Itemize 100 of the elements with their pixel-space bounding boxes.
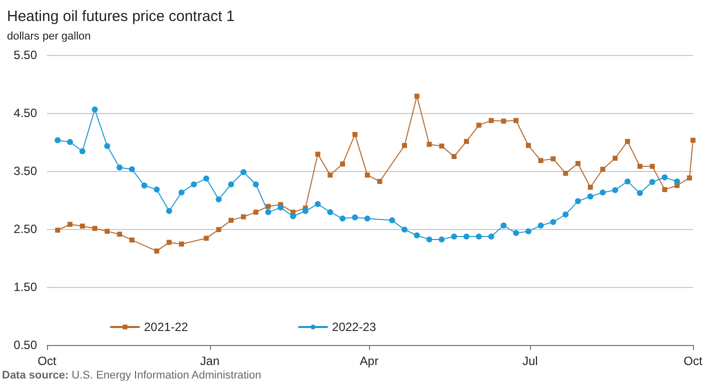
point <box>216 196 222 202</box>
point <box>141 182 148 188</box>
point <box>104 228 110 234</box>
point <box>637 164 642 169</box>
x-tick-label: Oct <box>684 354 703 368</box>
point <box>92 226 98 231</box>
point <box>574 198 581 204</box>
point <box>690 138 696 143</box>
point <box>686 175 692 180</box>
point <box>290 213 296 220</box>
point <box>265 209 272 216</box>
point <box>650 164 655 169</box>
point <box>340 216 346 222</box>
point <box>154 248 160 254</box>
point <box>674 178 680 184</box>
point <box>252 181 259 188</box>
point <box>662 187 668 192</box>
chart-title: Heating oil futures price contract 1 <box>7 8 235 25</box>
legend-label: 2021-22 <box>144 320 188 334</box>
point <box>588 184 593 190</box>
point <box>414 232 420 238</box>
point <box>278 204 284 211</box>
point <box>513 230 520 236</box>
point <box>190 181 197 188</box>
point <box>364 172 370 178</box>
point <box>92 106 98 113</box>
point <box>625 138 630 144</box>
point <box>414 94 420 99</box>
point <box>328 172 333 178</box>
point <box>426 142 432 147</box>
point <box>154 186 160 193</box>
point <box>587 194 594 200</box>
point <box>204 236 209 241</box>
point <box>203 176 210 182</box>
x-tick-label: Jul <box>522 354 538 368</box>
point <box>166 240 172 245</box>
point <box>488 234 494 240</box>
point <box>116 164 123 171</box>
point <box>302 208 308 214</box>
point <box>128 166 135 172</box>
y-tick-label: 4.50 <box>14 106 38 120</box>
point <box>55 228 60 233</box>
point <box>228 218 234 223</box>
point <box>352 214 358 220</box>
point <box>377 178 382 184</box>
point <box>352 132 358 137</box>
x-tick-label: Oct <box>38 354 57 368</box>
point <box>575 160 580 166</box>
point <box>67 139 74 145</box>
y-tick-label: 0.50 <box>14 338 38 352</box>
point <box>79 148 86 154</box>
point <box>439 144 444 149</box>
point <box>438 236 445 242</box>
point <box>600 166 606 172</box>
point <box>538 158 544 164</box>
point <box>514 118 519 124</box>
point <box>662 174 668 180</box>
point <box>327 209 334 216</box>
point <box>340 162 346 167</box>
point <box>253 210 258 215</box>
x-tick-label: Apr <box>360 354 378 368</box>
point <box>402 142 408 148</box>
y-tick-label: 1.50 <box>14 280 38 294</box>
point <box>402 226 408 233</box>
point <box>451 234 458 240</box>
y-tick-label: 5.50 <box>14 48 38 62</box>
point <box>550 219 556 226</box>
point <box>129 238 134 243</box>
point <box>501 118 506 124</box>
point <box>612 187 618 194</box>
point <box>228 181 234 188</box>
point <box>216 227 222 232</box>
y-tick-label: 3.50 <box>14 164 38 178</box>
point <box>488 118 494 124</box>
point <box>600 189 606 196</box>
y-tick-label: 2.50 <box>14 222 38 236</box>
point <box>68 222 73 227</box>
point <box>500 222 507 229</box>
point <box>525 228 532 234</box>
point <box>612 156 618 161</box>
point <box>389 217 396 224</box>
point <box>166 208 172 214</box>
point <box>463 234 470 240</box>
source-note: Data source: U.S. Energy Information Administration <box>2 370 262 382</box>
point <box>562 212 569 218</box>
point <box>178 189 185 196</box>
point <box>240 214 246 220</box>
point <box>240 169 246 176</box>
point <box>426 236 432 242</box>
point <box>563 170 568 176</box>
point <box>179 242 184 247</box>
x-tick-label: Jan <box>200 354 220 368</box>
point <box>452 154 457 159</box>
point <box>364 216 370 222</box>
point <box>117 232 122 237</box>
point <box>550 156 556 162</box>
point <box>476 122 482 128</box>
y-axis-title: dollars per gallon <box>7 30 91 42</box>
point <box>464 138 469 144</box>
point <box>476 234 482 240</box>
